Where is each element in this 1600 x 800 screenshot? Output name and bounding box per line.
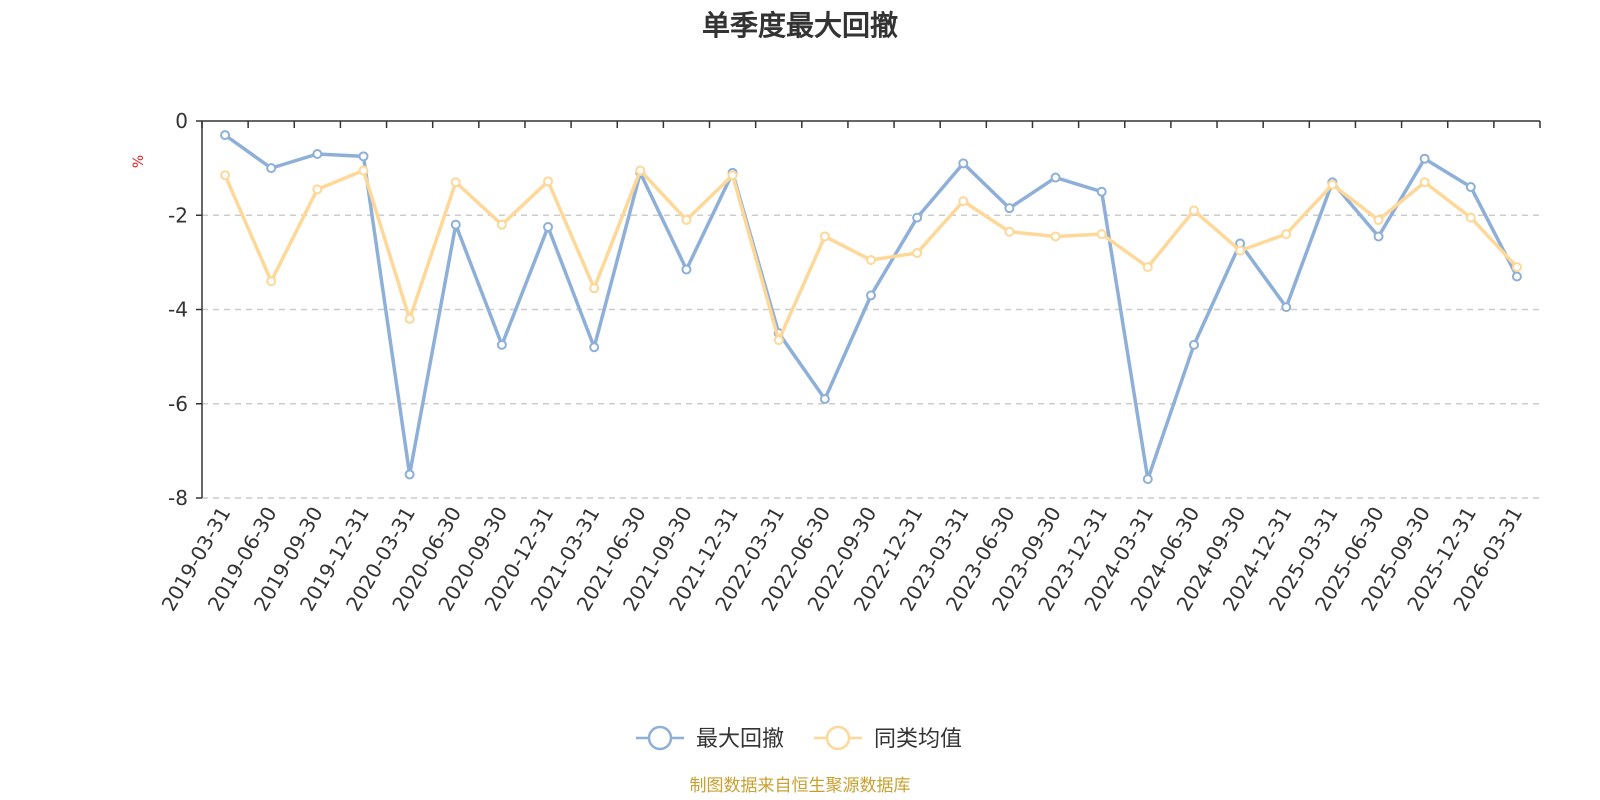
data-point[interactable] xyxy=(312,184,323,195)
y-tick-label: -4 xyxy=(168,298,188,322)
data-point[interactable] xyxy=(1004,203,1015,214)
data-point[interactable] xyxy=(358,151,369,162)
data-point[interactable] xyxy=(1419,153,1430,164)
data-point[interactable] xyxy=(635,165,646,176)
data-point[interactable] xyxy=(866,255,876,266)
y-tick-label: -8 xyxy=(168,486,188,510)
data-point[interactable] xyxy=(912,212,923,223)
data-point[interactable] xyxy=(496,219,507,230)
series-line xyxy=(224,133,1519,481)
chart-title: 单季度最大回撤 xyxy=(702,9,898,42)
data-point[interactable] xyxy=(312,148,323,159)
x-tick-labels: 2019-03-312019-06-302019-09-302019-12-31… xyxy=(156,503,1527,616)
data-point[interactable] xyxy=(266,276,277,287)
y-axis-label: % xyxy=(131,155,147,168)
y-tick-label: 0 xyxy=(175,109,188,133)
data-point[interactable] xyxy=(220,130,231,141)
data-point[interactable] xyxy=(1419,177,1430,188)
data-point[interactable] xyxy=(819,231,830,242)
data-point[interactable] xyxy=(1235,245,1246,256)
data-point[interactable] xyxy=(404,313,415,324)
series-1 xyxy=(220,130,1522,485)
data-point[interactable] xyxy=(1004,226,1015,237)
series-2 xyxy=(220,165,1522,346)
data-point[interactable] xyxy=(958,196,969,207)
data-point[interactable] xyxy=(543,222,554,233)
data-point[interactable] xyxy=(589,283,600,294)
data-point[interactable] xyxy=(1373,231,1384,242)
legend-item-2[interactable]: 同类均值 xyxy=(814,725,962,752)
data-point[interactable] xyxy=(496,339,507,350)
data-point[interactable] xyxy=(1096,186,1107,197)
source-note: 制图数据来自恒生聚源数据库 xyxy=(690,776,911,796)
data-point[interactable] xyxy=(450,219,461,230)
data-point[interactable] xyxy=(589,342,600,353)
series-layer xyxy=(220,130,1522,485)
data-point[interactable] xyxy=(1096,229,1107,240)
legend-marker xyxy=(647,725,673,751)
y-tick-labels: 0 -2 -4 -6 -8 xyxy=(168,109,188,510)
data-point[interactable] xyxy=(773,335,784,346)
legend-label: 同类均值 xyxy=(874,727,962,752)
data-point[interactable] xyxy=(450,177,461,188)
legend-label: 最大回撤 xyxy=(696,727,784,752)
data-point[interactable] xyxy=(1281,229,1292,240)
data-point[interactable] xyxy=(958,158,969,169)
data-point[interactable] xyxy=(358,165,369,176)
legend-item-1[interactable]: 最大回撤 xyxy=(636,725,784,752)
legend[interactable]: 最大回撤 同类均值 xyxy=(636,725,962,752)
data-point[interactable] xyxy=(543,176,554,187)
data-point[interactable] xyxy=(1373,214,1384,225)
data-point[interactable] xyxy=(1511,271,1522,282)
data-point[interactable] xyxy=(1142,262,1153,273)
grid-lines xyxy=(202,214,1540,499)
y-tick-label: -2 xyxy=(168,203,188,227)
data-point[interactable] xyxy=(266,163,277,174)
data-point[interactable] xyxy=(1142,474,1153,485)
data-point[interactable] xyxy=(1511,262,1522,273)
data-point[interactable] xyxy=(727,170,738,181)
y-tick-label: -6 xyxy=(168,392,188,416)
data-point[interactable] xyxy=(1188,205,1199,216)
data-point[interactable] xyxy=(866,290,876,301)
data-point[interactable] xyxy=(1188,339,1199,350)
data-point[interactable] xyxy=(681,214,692,225)
data-point[interactable] xyxy=(220,170,231,181)
legend-marker xyxy=(825,725,851,751)
data-point[interactable] xyxy=(1327,179,1338,190)
data-point[interactable] xyxy=(1465,212,1476,223)
data-point[interactable] xyxy=(1050,231,1061,242)
axes xyxy=(196,120,1541,499)
data-point[interactable] xyxy=(404,469,415,480)
data-point[interactable] xyxy=(1281,302,1292,313)
data-point[interactable] xyxy=(681,264,692,275)
data-point[interactable] xyxy=(819,394,830,405)
data-point[interactable] xyxy=(1050,172,1061,183)
data-point[interactable] xyxy=(1465,181,1476,192)
data-point[interactable] xyxy=(912,247,923,258)
